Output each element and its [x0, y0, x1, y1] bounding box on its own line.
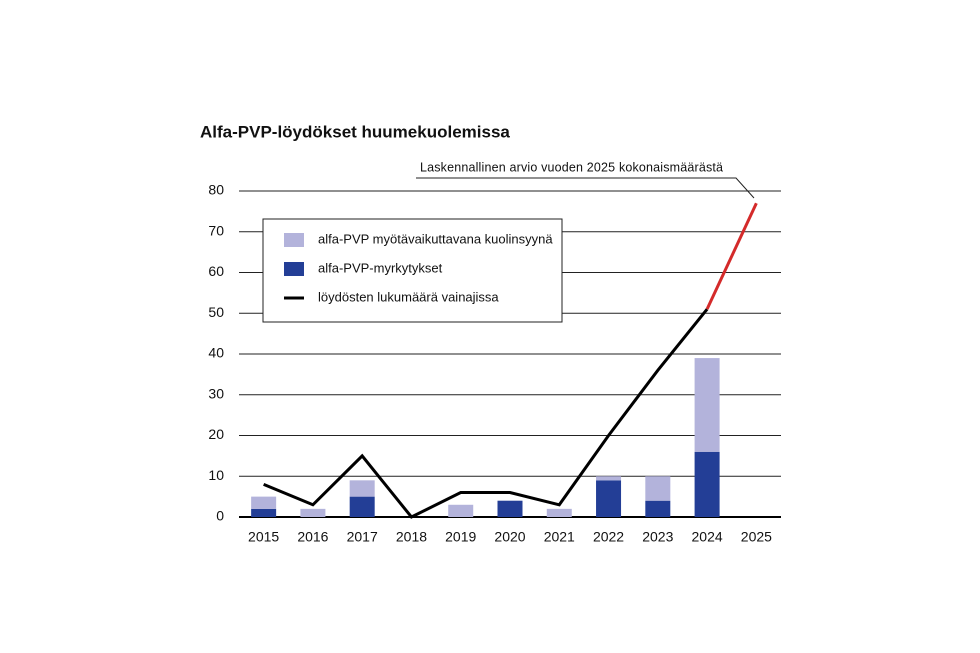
- y-tick-label: 80: [208, 182, 224, 198]
- chart-title: Alfa-PVP-löydökset huumekuolemissa: [200, 122, 510, 141]
- bar: [251, 496, 277, 509]
- line: [263, 308, 709, 519]
- x-tick-label: 2021: [544, 529, 575, 545]
- y-tick-label: 10: [208, 467, 224, 483]
- y-tick-label: 70: [208, 222, 224, 238]
- x-tick-label: 2016: [297, 529, 328, 545]
- bar: [694, 451, 720, 517]
- bar: [448, 504, 474, 517]
- estimate-line: [705, 202, 758, 310]
- legend-label: löydösten lukumäärä vainajissa: [318, 289, 499, 304]
- legend-label: alfa-PVP-myrkytykset: [318, 260, 443, 275]
- x-tick-label: 2018: [396, 529, 427, 545]
- annotation-leader: [416, 177, 755, 199]
- bar: [546, 508, 572, 517]
- bar: [349, 496, 375, 517]
- x-tick-label: 2017: [347, 529, 378, 545]
- x-tick-label: 2022: [593, 529, 624, 545]
- x-tick-label: 2024: [692, 529, 723, 545]
- y-tick-label: 0: [216, 508, 224, 524]
- bar: [300, 508, 326, 517]
- x-tick-label: 2023: [642, 529, 673, 545]
- x-tick-label: 2015: [248, 529, 279, 545]
- y-tick-label: 50: [208, 304, 224, 320]
- bar: [645, 500, 671, 517]
- bar: [596, 480, 622, 517]
- legend-label: alfa-PVP myötävaikuttavana kuolinsyynä: [318, 231, 553, 246]
- y-tick-label: 40: [208, 345, 224, 361]
- bar: [645, 476, 671, 501]
- y-tick-label: 30: [208, 385, 224, 401]
- bar: [694, 358, 720, 452]
- bar: [497, 500, 523, 517]
- x-tick-label: 2019: [445, 529, 476, 545]
- x-tick-label: 2025: [741, 529, 772, 545]
- x-tick-label: 2020: [494, 529, 525, 545]
- annotation: Laskennallinen arvio vuoden 2025 kokonai…: [420, 160, 723, 174]
- bar: [596, 476, 622, 481]
- bar: [251, 508, 277, 517]
- y-tick-label: 20: [208, 426, 224, 442]
- legend-swatch: [284, 233, 304, 247]
- y-tick-label: 60: [208, 263, 224, 279]
- legend-box: [262, 218, 563, 323]
- bar: [349, 480, 375, 497]
- legend-swatch: [284, 262, 304, 276]
